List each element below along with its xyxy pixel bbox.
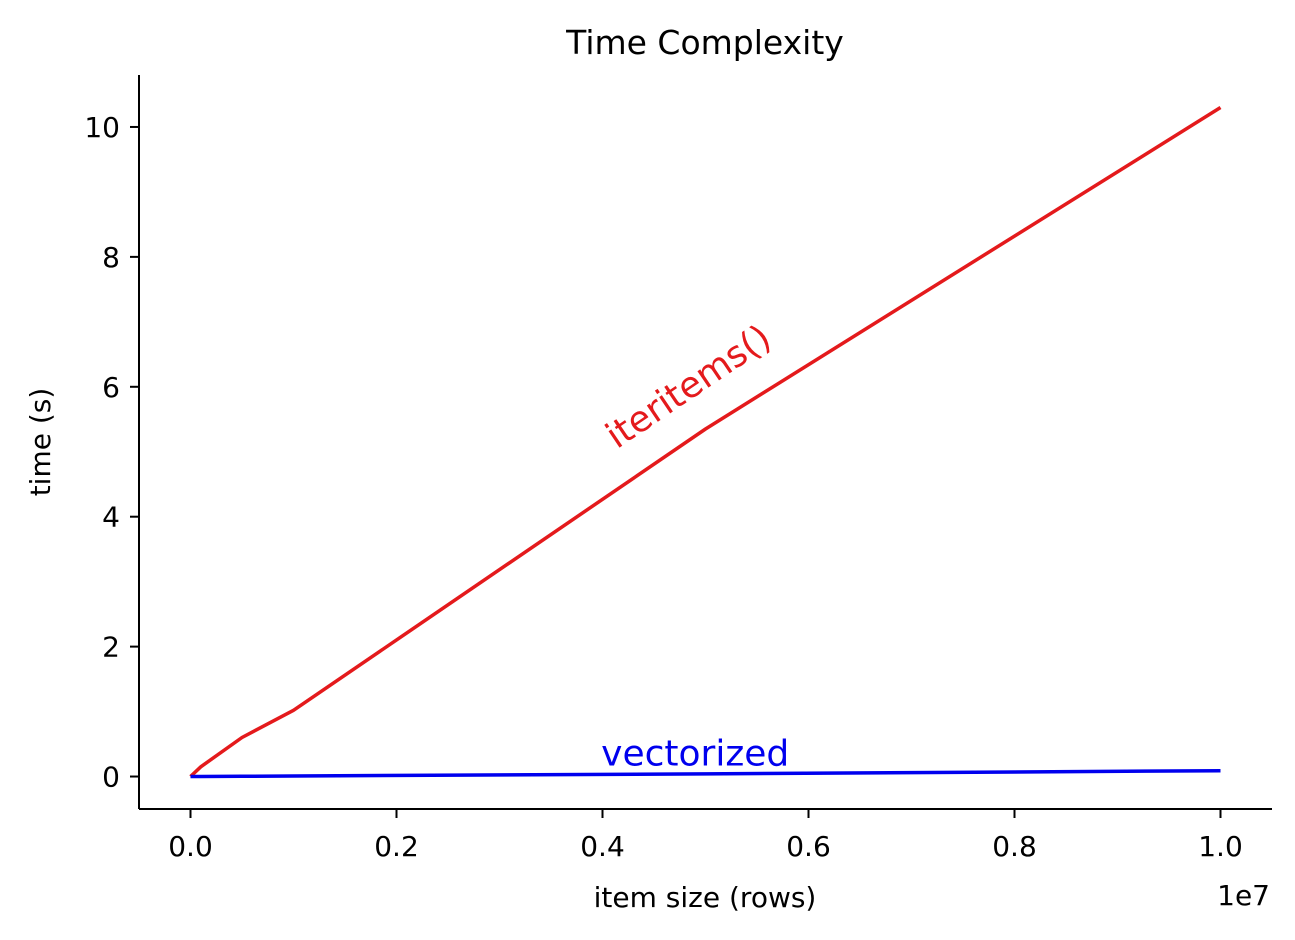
x-tick-label: 0.8 [992, 830, 1037, 863]
y-tick-label: 6 [102, 371, 120, 404]
annotation-label: vectorized [601, 733, 789, 774]
y-tick-label: 4 [102, 501, 120, 534]
y-axis-title: time (s) [24, 388, 57, 497]
y-ticks: 0 2 4 6 8 10 [84, 111, 139, 794]
x-tick-label: 0.2 [374, 830, 419, 863]
y-tick-label: 0 [102, 761, 120, 794]
x-axis-title: item size (rows) [594, 881, 817, 914]
y-tick-label: 8 [102, 241, 120, 274]
x-tick-label: 0.0 [168, 830, 213, 863]
chart-title: Time Complexity [565, 23, 844, 62]
series-line-1 [190, 768, 1221, 779]
x-tick-label: 1.0 [1198, 830, 1243, 863]
series-line-0 [189, 106, 1222, 778]
series-lines [189, 106, 1222, 779]
x-tick-label: 0.4 [580, 830, 625, 863]
x-tick-label: 0.6 [786, 830, 831, 863]
y-tick-label: 2 [102, 631, 120, 664]
annotation-label: iteritems() [599, 317, 779, 457]
y-tick-label: 10 [84, 111, 120, 144]
x-offset-text: 1e7 [1217, 879, 1270, 912]
annotations: iteritems() vectorized [599, 317, 789, 774]
x-ticks: 0.0 0.2 0.4 0.6 0.8 1.0 [168, 809, 1243, 863]
